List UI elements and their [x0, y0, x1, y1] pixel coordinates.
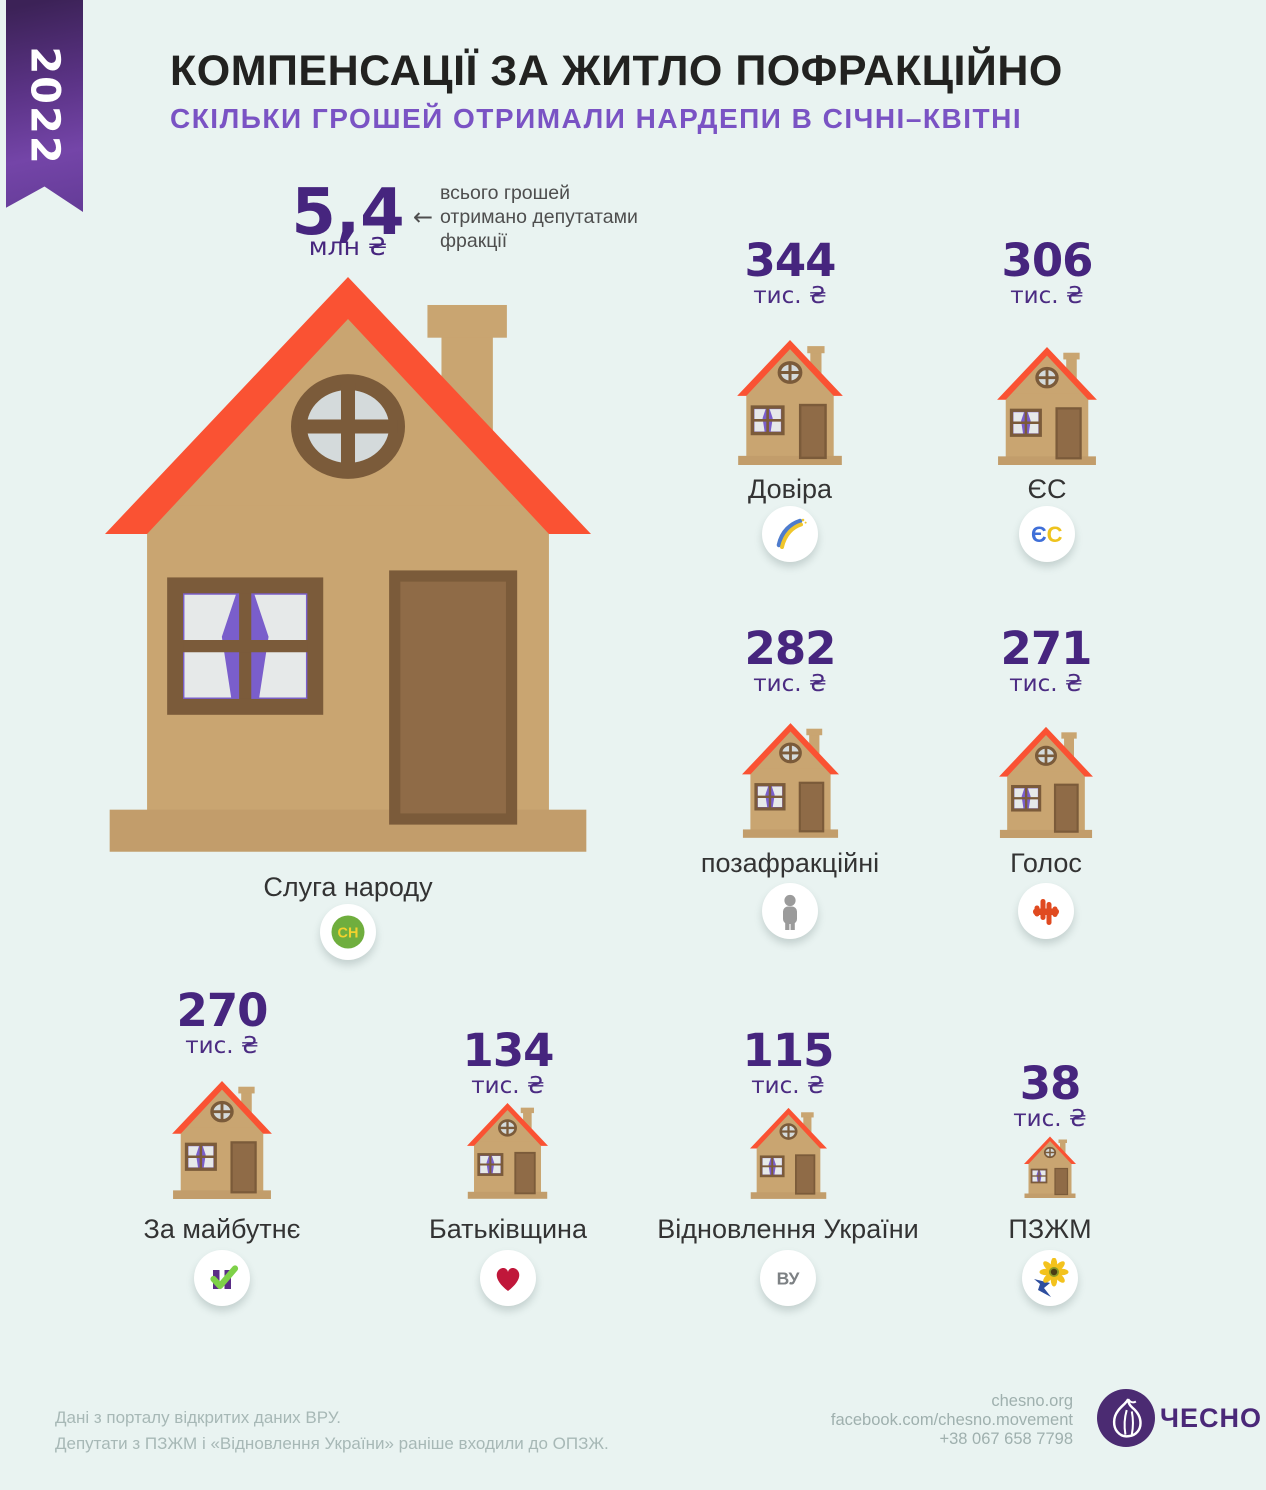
value-vidnovlennia: 115 [742, 1024, 835, 1077]
logo-dovira [762, 506, 818, 562]
label-dovira: Довіра [748, 474, 832, 504]
house-icon [105, 276, 591, 852]
person-icon [783, 894, 797, 930]
page-subtitle: СКІЛЬКИ ГРОШЕЙ ОТРИМАЛИ НАРДЕПИ В СІЧНІ–… [170, 103, 1023, 134]
label-pozafraktsiini: позафракційні [700, 848, 880, 878]
total-note: всього грошей отримано депутатами фракці… [440, 181, 638, 253]
total-value: 5,4 [291, 176, 405, 250]
svg-text:ВУ: ВУ [777, 1269, 801, 1289]
house-icon [999, 726, 1093, 838]
unit-za-maibutnie: тис. ₴ [185, 1033, 259, 1059]
house-pozafraktsiini [742, 722, 839, 838]
house-icon [172, 1080, 272, 1199]
unit-pzhm: тис. ₴ [1013, 1106, 1087, 1132]
page-title: КОМПЕНСАЦІЇ ЗА ЖИТЛО ПОФРАКЦІЙНО [170, 47, 1063, 95]
label-holos: Голос [1010, 848, 1082, 878]
source-line2: Депутати з ПЗЖМ і «Відновлення України» … [55, 1434, 609, 1453]
house-es [997, 346, 1097, 465]
svg-text:ЄС: ЄС [1031, 522, 1063, 547]
contact-facebook: facebook.com/chesno.movement [830, 1411, 1073, 1429]
house-icon [997, 346, 1097, 465]
house-holos [999, 726, 1093, 838]
heart-icon [496, 1267, 520, 1291]
soundwave-icon [1033, 899, 1059, 925]
svg-text:СН: СН [338, 926, 359, 942]
year-label: 2022 [21, 46, 68, 166]
house-icon [737, 340, 843, 465]
house-za-maibutnie [172, 1080, 272, 1199]
total-note-line2: отримано депутатами [440, 206, 638, 228]
house-icon [467, 1102, 548, 1199]
label-es: ЄС [1027, 474, 1067, 504]
logo-pzhm [1022, 1250, 1078, 1306]
value-holos: 271 [1000, 622, 1093, 675]
value-za-maibutnie: 270 [176, 984, 269, 1037]
label-pzhm: ПЗЖМ [1008, 1214, 1092, 1244]
value-es: 306 [1001, 234, 1094, 287]
house-icon [742, 723, 839, 838]
total-unit: млн ₴ [308, 232, 388, 261]
total-note-line3: фракції [440, 230, 508, 252]
house-icon [750, 1107, 827, 1199]
house-icon [1024, 1136, 1076, 1198]
unit-pozafraktsiini: тис. ₴ [753, 671, 827, 697]
chesno-brand-name: ЧЕСНО [1160, 1403, 1262, 1433]
es-letters-icon: ЄС [1031, 522, 1063, 547]
left-arrow-icon: ← [413, 203, 434, 231]
house-sluga-narodu [105, 272, 591, 852]
unit-es: тис. ₴ [1010, 283, 1084, 309]
m-check-icon [210, 1265, 239, 1290]
sluga-narodu-icon: СН [331, 915, 365, 949]
total-note-line1: всього грошей [440, 182, 571, 204]
unit-vidnovlennia: тис. ₴ [751, 1073, 825, 1099]
value-pozafraktsiini: 282 [744, 622, 837, 675]
value-batkivshchyna: 134 [462, 1024, 555, 1077]
house-pzhm [1024, 1136, 1076, 1198]
house-dovira [737, 339, 843, 465]
dovira-swoosh-icon [776, 518, 807, 549]
value-pzhm: 38 [1019, 1057, 1082, 1110]
logo-es: ЄС [1019, 506, 1075, 562]
logo-batkivshchyna [480, 1250, 536, 1306]
sunflower-bird-icon [1034, 1258, 1069, 1297]
label-vidnovlennia: Відновлення України [657, 1214, 919, 1244]
contact-phone: +38 067 658 7798 [939, 1430, 1073, 1448]
house-batkivshchyna [467, 1102, 548, 1199]
logo-sluga-narodu: СН [320, 904, 376, 960]
house-vidnovlennia [750, 1107, 827, 1199]
label-sluga-narodu: Слуга народу [263, 872, 433, 902]
logo-holos [1018, 883, 1074, 939]
contact-site: chesno.org [991, 1392, 1073, 1410]
label-za-maibutnie: За майбутнє [143, 1214, 301, 1244]
logo-vidnovlennia: ВУ [760, 1250, 816, 1306]
logo-za-maibutnie [194, 1250, 250, 1306]
label-batkivshchyna: Батьківщина [429, 1214, 587, 1244]
source-line1: Дані з порталу відкритих даних ВРУ. [55, 1408, 341, 1427]
unit-dovira: тис. ₴ [753, 283, 827, 309]
year-ribbon: 2022 [6, 0, 83, 212]
chesno-garlic-logo-icon [1097, 1389, 1155, 1447]
unit-batkivshchyna: тис. ₴ [471, 1073, 545, 1099]
data-source-note: Дані з порталу відкритих даних ВРУ. Депу… [55, 1405, 609, 1457]
value-dovira: 344 [744, 234, 837, 287]
vu-letters-icon: ВУ [777, 1269, 801, 1289]
unit-holos: тис. ₴ [1009, 671, 1083, 697]
contacts-block: chesno.org facebook.com/chesno.movement … [693, 1392, 1073, 1449]
logo-pozafraktsiini [762, 883, 818, 939]
